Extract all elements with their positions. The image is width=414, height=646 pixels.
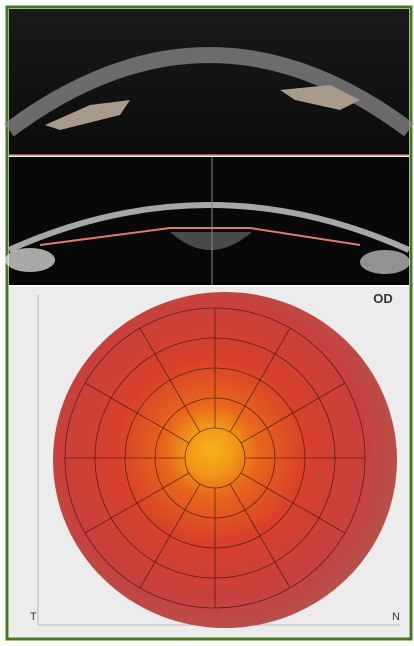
nasal-label: N bbox=[392, 611, 400, 623]
glare-right bbox=[360, 250, 410, 274]
page: OD T N (() => { const data = JSON.parse(… bbox=[0, 0, 414, 646]
glare-left bbox=[5, 248, 55, 272]
oct-scan-top bbox=[9, 9, 409, 155]
figure: OD T N bbox=[0, 0, 414, 646]
eye-label: OD bbox=[373, 291, 393, 306]
oct-scan-bottom bbox=[9, 157, 409, 285]
temporal-label: T bbox=[30, 611, 37, 623]
